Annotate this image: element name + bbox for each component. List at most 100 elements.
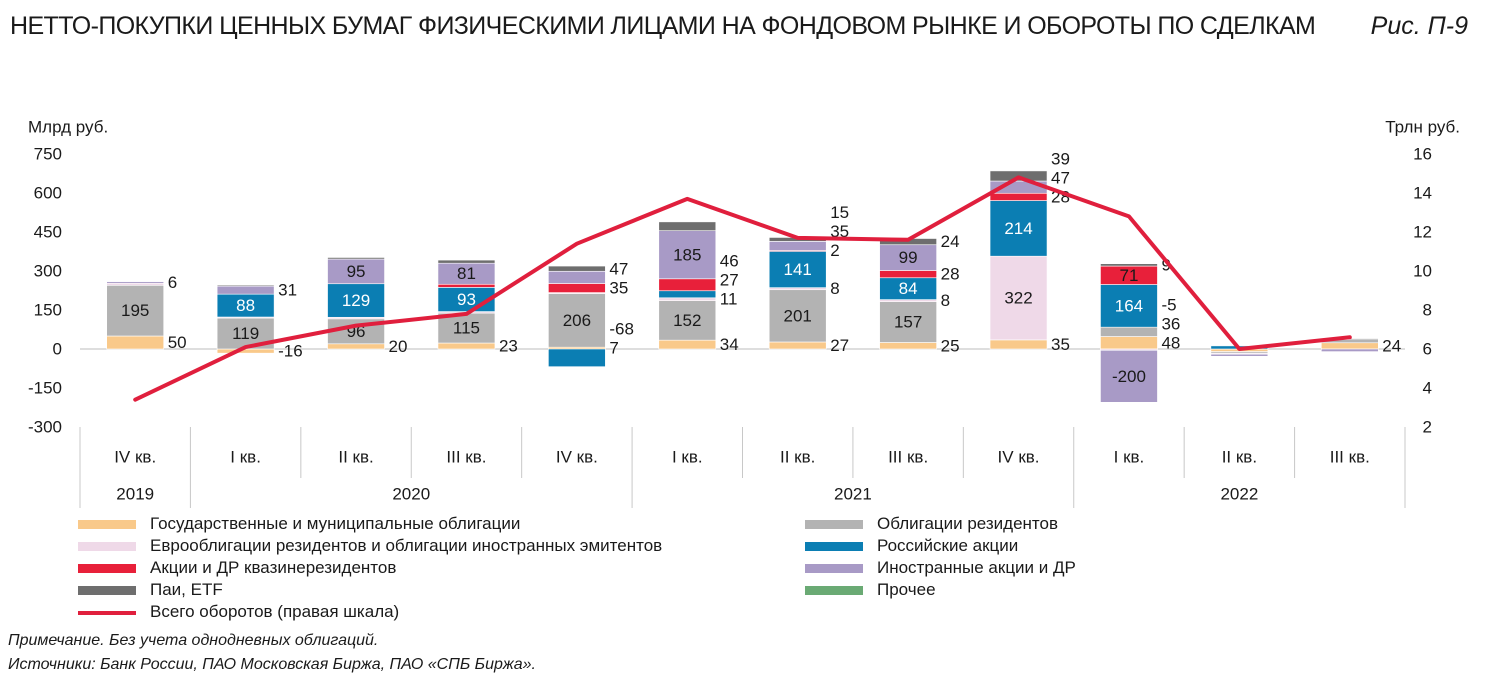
bar-segment (768, 289, 827, 343)
bar-segment (106, 281, 165, 284)
data-label: 34 (720, 335, 739, 354)
year-label: 2022 (1220, 485, 1258, 504)
category-label: I кв. (672, 448, 703, 467)
data-label: 2 (830, 241, 839, 260)
data-label: 322 (1004, 289, 1032, 308)
bar-segment (216, 285, 275, 295)
bar-segment (658, 230, 717, 280)
data-label: 71 (1119, 266, 1138, 285)
source: Источники: Банк России, ПАО Московская Б… (8, 656, 536, 673)
category-label: IV кв. (998, 448, 1040, 467)
legend-swatch (805, 542, 863, 551)
data-label: 95 (347, 262, 366, 281)
bar-segment (106, 282, 165, 286)
y2-tick-label: 4 (1423, 379, 1432, 398)
bar-segment (548, 265, 606, 272)
data-label: 195 (121, 301, 149, 320)
data-label: 47 (609, 260, 628, 279)
data-label: 50 (168, 333, 187, 352)
data-label: 24 (1382, 336, 1401, 355)
data-label: 9 (1161, 255, 1170, 274)
data-label: 20 (389, 337, 408, 356)
chart-area: Млрд руб. Трлн руб.7506004503001500-150-3… (28, 118, 1460, 508)
year-label: 2019 (116, 485, 154, 504)
category-label: III кв. (1330, 448, 1370, 467)
category-label: III кв. (446, 448, 486, 467)
data-label: 35 (830, 222, 849, 241)
legend-swatch (78, 542, 136, 551)
y2-tick-label: 14 (1413, 184, 1432, 203)
bar-segment (437, 312, 496, 344)
legend-label: Всего оборотов (правая шкала) (150, 602, 400, 621)
y2-tick-label: 16 (1413, 145, 1432, 164)
bar-segment (548, 283, 606, 293)
category-label: I кв. (230, 448, 261, 467)
legend-label: Облигации резидентов (877, 514, 1059, 533)
bar-segment (548, 293, 606, 348)
data-label: 39 (1051, 149, 1070, 168)
bar-segment (989, 192, 1048, 201)
bar-segment (768, 287, 827, 291)
bar-segment (1210, 353, 1269, 357)
data-label: 201 (784, 306, 812, 325)
bar-segment (1100, 336, 1158, 350)
bar-segment (879, 301, 937, 343)
bar-segment (658, 278, 717, 292)
bar-segment (327, 258, 385, 285)
data-label: 31 (278, 281, 297, 300)
bar-segment (1100, 349, 1158, 403)
data-label: 7 (609, 339, 618, 358)
data-label: 8 (941, 291, 950, 310)
bar-segment (658, 221, 717, 232)
data-label: 23 (499, 337, 518, 356)
data-label: 84 (899, 279, 918, 298)
legend-swatch (805, 586, 863, 595)
data-label: -5 (1161, 295, 1176, 314)
bar-segment (327, 257, 385, 260)
data-label: 35 (1051, 335, 1070, 354)
data-label: -200 (1112, 367, 1146, 386)
bar-segment (658, 297, 717, 301)
data-label: 99 (899, 248, 918, 267)
data-label: -68 (609, 320, 634, 339)
bar-segment (1100, 263, 1158, 267)
data-label: 8 (830, 279, 839, 298)
legend-label: Паи, ETF (150, 580, 223, 599)
figure-label: Рис. П-9 (1370, 12, 1468, 40)
legend-label: Российские акции (877, 536, 1019, 555)
legend-swatch (78, 586, 136, 595)
legend-label: Еврооблигации резидентов и облигации ино… (150, 536, 663, 555)
bar-segment (879, 299, 937, 302)
data-label: 46 (720, 252, 739, 271)
data-label: 119 (232, 324, 259, 343)
bar-segment (768, 341, 827, 350)
left-axis-label: Млрд руб. (28, 118, 108, 137)
data-label: 36 (1161, 314, 1180, 333)
bar-segment (658, 300, 717, 341)
data-label: 129 (342, 291, 370, 310)
year-label: 2021 (834, 485, 872, 504)
data-label: 6 (168, 273, 177, 292)
data-label: 141 (784, 260, 812, 279)
bar-segment (216, 284, 275, 287)
bar-segment (437, 259, 496, 264)
y2-tick-label: 6 (1423, 340, 1432, 359)
data-label: 214 (1004, 219, 1032, 238)
legend-label: Государственные и муниципальные облигаци… (150, 514, 521, 533)
y-tick-label: 150 (34, 301, 62, 320)
data-label: 206 (563, 311, 591, 330)
bar-segment (658, 290, 717, 299)
category-label: I кв. (1114, 448, 1145, 467)
year-label: 2020 (392, 485, 430, 504)
bar-segment (548, 348, 606, 367)
data-label: 28 (941, 265, 960, 284)
bar-segment (437, 283, 496, 288)
data-label: 15 (830, 203, 849, 222)
y-tick-label: -300 (28, 418, 62, 437)
data-label: 47 (1051, 168, 1070, 187)
legend-swatch (805, 564, 863, 573)
data-label: 35 (609, 279, 628, 298)
y-tick-label: 750 (34, 145, 62, 164)
category-label: IV кв. (114, 448, 156, 467)
bar-segment (658, 339, 717, 350)
